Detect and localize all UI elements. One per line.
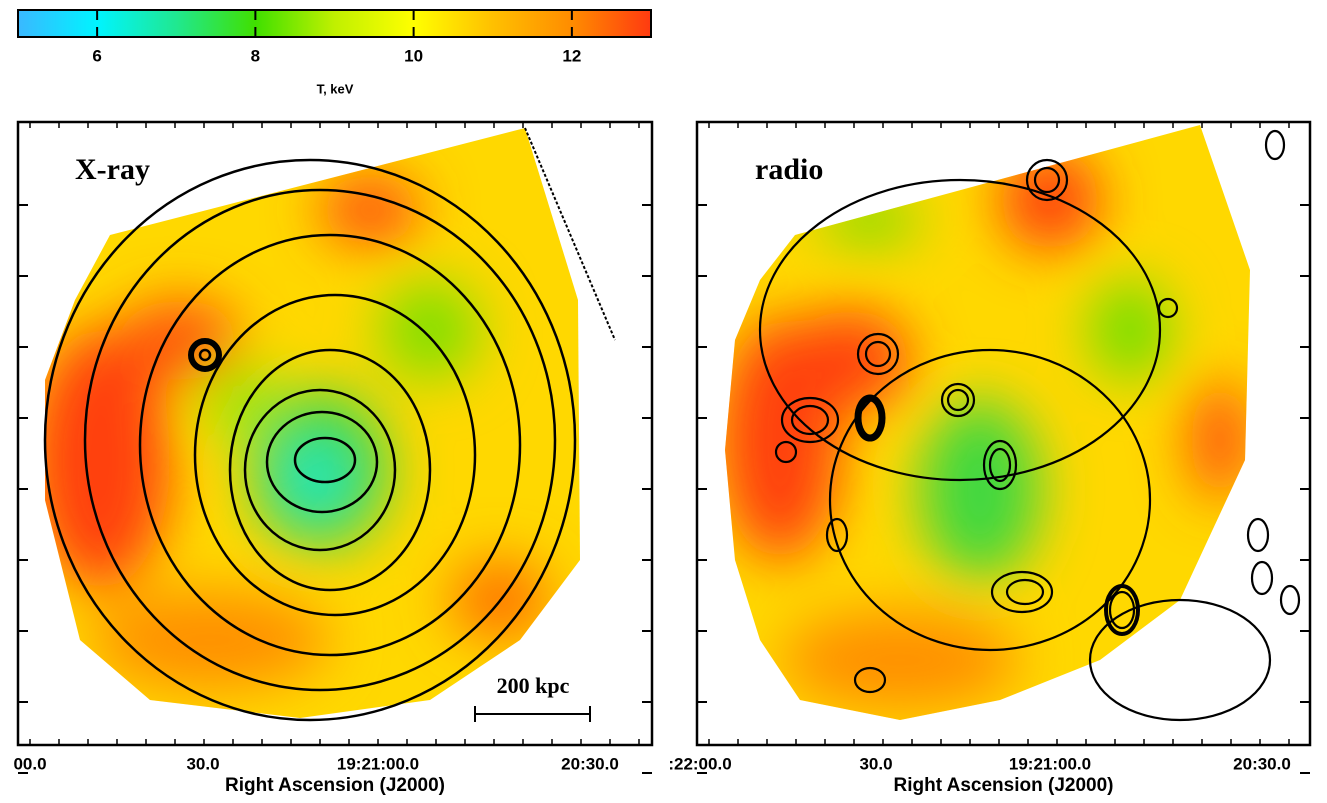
- x-tick-label: :22:00.0: [668, 754, 731, 773]
- colorbar-tick-label: 10: [404, 46, 423, 65]
- x-tick-label: 19:21:00.0: [337, 754, 419, 773]
- x-tick-label: 00.0: [13, 754, 46, 773]
- x-tick-label: 20:30.0: [561, 754, 619, 773]
- x-axis-title: Right Ascension (J2000): [894, 775, 1114, 796]
- panel-label: X-ray: [75, 153, 150, 186]
- colorbar-tick-label: 12: [562, 46, 581, 65]
- x-tick-label: 30.0: [859, 754, 892, 773]
- scale-bar-label: 200 kpc: [497, 673, 570, 698]
- x-tick-label: 19:21:00.0: [1009, 754, 1091, 773]
- temperature-map: [45, 128, 580, 718]
- panel-label: radio: [755, 153, 823, 186]
- colorbar-tick-label: 6: [92, 46, 101, 65]
- x-tick-label: 30.0: [186, 754, 219, 773]
- x-tick-label: 20:30.0: [1233, 754, 1291, 773]
- colorbar-tick-label: 8: [251, 46, 260, 65]
- x-axis-title: Right Ascension (J2000): [225, 775, 445, 796]
- colorbar: [17, 9, 652, 38]
- colorbar-label: T, keV: [317, 81, 354, 96]
- temperature-map: [725, 125, 1250, 720]
- panel-frame: [16, 120, 654, 747]
- contours: [758, 129, 1301, 722]
- panel-frame: [695, 120, 1312, 747]
- contours: [43, 158, 577, 722]
